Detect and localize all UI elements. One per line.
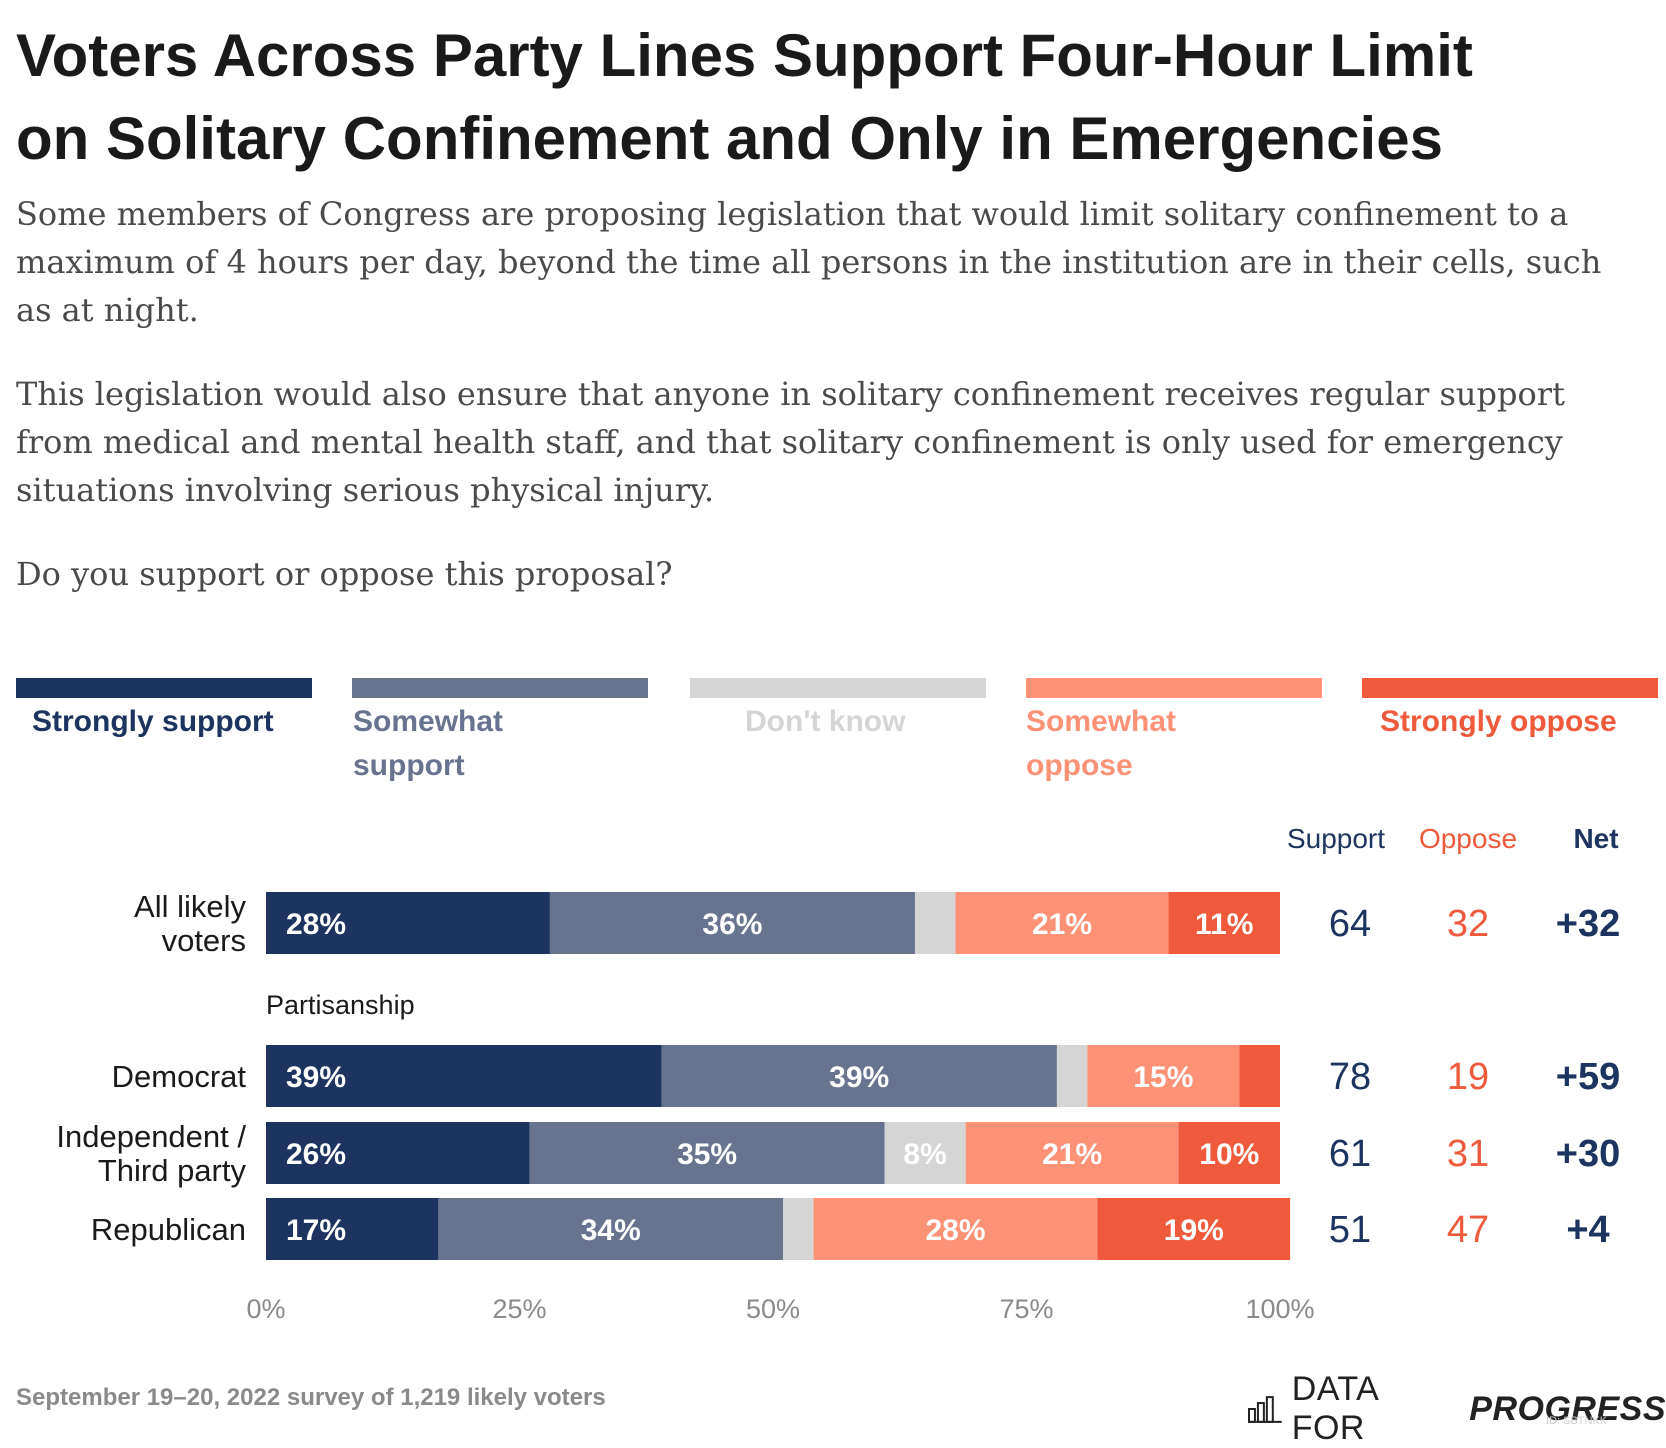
bar-label-somewhat-support: 34% — [581, 1214, 641, 1247]
legend-label-strongly-oppose: Strongly oppose — [1380, 705, 1617, 738]
brand-name-light: DATA FOR — [1291, 1370, 1378, 1447]
oppose-total: 47 — [1447, 1209, 1489, 1251]
bar-segment-somewhat-support — [661, 1045, 1057, 1107]
support-total: 64 — [1329, 903, 1371, 945]
survey-source-note: September 19–20, 2022 survey of 1,219 li… — [16, 1384, 606, 1411]
legend-swatch-strongly-oppose — [1362, 678, 1658, 698]
legend-swatch-somewhat-oppose — [1026, 678, 1322, 698]
legend-swatch-dont-know — [690, 678, 986, 698]
bar-segment-somewhat-support — [529, 1122, 885, 1184]
bar-label-somewhat-support: 39% — [829, 1061, 889, 1094]
oppose-total: 31 — [1447, 1133, 1489, 1175]
row-label: Republican — [91, 1212, 246, 1247]
net-total: +32 — [1556, 903, 1620, 945]
bar-segment-strongly-oppose — [1178, 1122, 1280, 1184]
question-paragraph-2: This legislation would also ensure that … — [16, 375, 1565, 509]
bar-label-strongly-oppose: 19% — [1164, 1214, 1224, 1247]
bar-label-somewhat-oppose: 21% — [1032, 908, 1092, 941]
bar-label-somewhat-oppose: 21% — [1042, 1138, 1102, 1171]
bar-segment-strongly-oppose — [1097, 1198, 1291, 1260]
bar-chart-logo-icon — [1248, 1396, 1282, 1423]
chart-title-line-1: Voters Across Party Lines Support Four-H… — [16, 22, 1473, 89]
x-axis-tick-label: 75% — [999, 1294, 1053, 1324]
bar-segment-somewhat-support — [549, 892, 915, 954]
support-total: 78 — [1329, 1056, 1371, 1098]
bar-segment-strongly-support — [266, 1122, 530, 1184]
oppose-total: 32 — [1447, 903, 1489, 945]
x-axis-tick-label: 100% — [1245, 1294, 1314, 1324]
row-label: Third party — [98, 1153, 247, 1188]
stacked-bar-chart: Support Oppose Net Partisanship 28% 36% 21% 11%… — [56, 823, 1620, 1324]
bar-label-somewhat-support: 36% — [702, 908, 762, 941]
bar-segment-dont-know — [783, 1198, 814, 1260]
bar-label-somewhat-support: 35% — [677, 1138, 737, 1171]
question-prompt: Do you support or oppose this proposal? — [16, 555, 673, 593]
bar-label-dont-know: 8% — [903, 1138, 946, 1171]
column-header-support: Support — [1287, 823, 1385, 854]
bar-label-strongly-support: 17% — [286, 1214, 346, 1247]
row-label: All likely — [134, 889, 246, 924]
oppose-total: 19 — [1447, 1056, 1489, 1098]
brand-logo: DATA FOR PROGRESS — [1248, 1370, 1666, 1448]
legend-label-strongly-support: Strongly support — [32, 705, 274, 738]
x-axis-tick-label: 25% — [492, 1294, 546, 1324]
bar-segment-somewhat-oppose — [955, 892, 1169, 954]
column-header-net: Net — [1573, 823, 1618, 854]
net-total: +59 — [1556, 1056, 1620, 1098]
chart-id: ID: SBTNKK — [1546, 1415, 1608, 1427]
bar-segment-strongly-support — [266, 892, 550, 954]
bar-segment-somewhat-oppose — [1087, 1045, 1240, 1107]
support-total: 61 — [1329, 1133, 1371, 1175]
bar-segment-dont-know — [884, 1122, 966, 1184]
legend-swatch-somewhat-support — [352, 678, 648, 698]
bar-label-strongly-support: 26% — [286, 1138, 346, 1171]
net-total: +30 — [1556, 1133, 1620, 1175]
bar-segment-dont-know — [914, 892, 956, 954]
legend-label-somewhat-support: Somewhat support — [353, 705, 504, 782]
bar-segment-strongly-oppose — [1239, 1045, 1280, 1107]
x-axis-tick-label: 50% — [746, 1294, 800, 1324]
bar-label-strongly-oppose: 11% — [1195, 908, 1253, 941]
bar-label-strongly-support: 28% — [286, 908, 346, 941]
bar-label-somewhat-oppose: 28% — [925, 1214, 985, 1247]
chart-title: Voters Across Party Lines Support Four-H… — [16, 14, 1636, 180]
bar-segment-strongly-support — [266, 1198, 439, 1260]
bar-label-strongly-oppose: 10% — [1199, 1138, 1259, 1171]
bar-label-somewhat-oppose: 15% — [1133, 1061, 1193, 1094]
brand-name-bold: PROGRESS — [1469, 1389, 1666, 1428]
bar-segment-strongly-support — [266, 1045, 662, 1107]
legend-label-dont-know: Don't know — [745, 705, 906, 738]
bar-label-strongly-support: 39% — [286, 1061, 346, 1094]
question-paragraph-1: Some members of Congress are proposing l… — [16, 195, 1602, 329]
legend-swatch-strongly-support — [16, 678, 312, 698]
row-label: voters — [162, 923, 246, 958]
row-label: Democrat — [112, 1059, 247, 1094]
legend-label-somewhat-oppose: Somewhat oppose — [1026, 705, 1177, 782]
net-total: +4 — [1566, 1209, 1609, 1251]
x-axis-tick-label: 0% — [246, 1294, 285, 1324]
group-label-partisanship: Partisanship — [266, 990, 415, 1020]
row-label: Independent / — [56, 1119, 246, 1154]
bar-segment-somewhat-oppose — [813, 1198, 1098, 1260]
bar-segment-somewhat-support — [438, 1198, 784, 1260]
bar-segment-dont-know — [1056, 1045, 1088, 1107]
support-total: 51 — [1329, 1209, 1371, 1251]
chart-title-line-2: on Solitary Confinement and Only in Emer… — [16, 105, 1443, 172]
bar-segment-strongly-oppose — [1168, 892, 1280, 954]
bar-segment-somewhat-oppose — [965, 1122, 1179, 1184]
column-header-oppose: Oppose — [1419, 823, 1517, 854]
